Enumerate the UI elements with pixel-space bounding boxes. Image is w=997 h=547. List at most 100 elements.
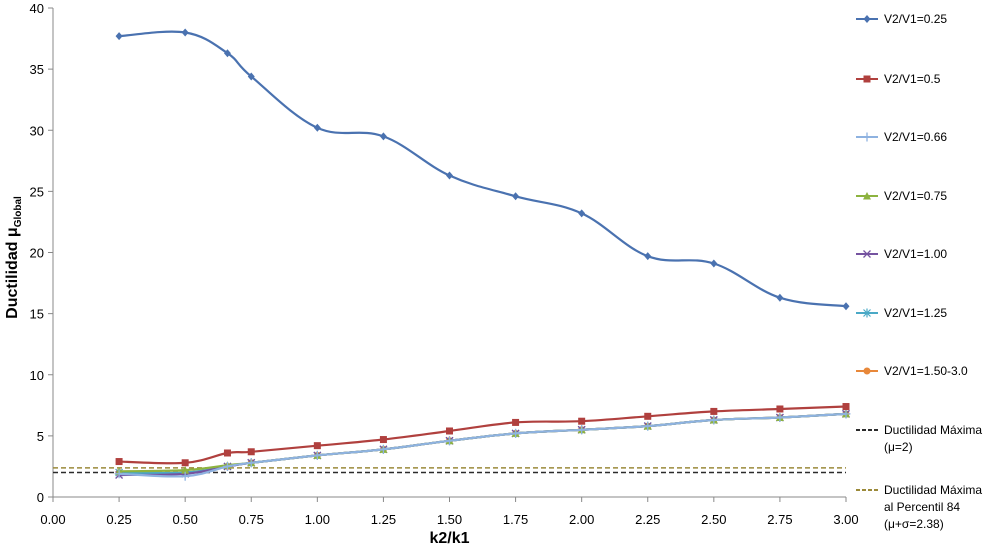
- y-tick-label: 20: [30, 246, 44, 261]
- data-point: [223, 449, 231, 457]
- data-point: [644, 412, 652, 420]
- x-tick-label: 3.00: [833, 512, 858, 527]
- data-point: [776, 293, 784, 302]
- x-tick-label: 0.25: [106, 512, 131, 527]
- legend-item: V2/V1=0.66: [856, 130, 947, 144]
- legend-label: (μ+σ=2.38): [884, 517, 944, 531]
- legend-label: V2/V1=0.66: [884, 130, 947, 144]
- data-point: [379, 436, 387, 444]
- x-tick-label: 2.00: [569, 512, 594, 527]
- data-point: [313, 123, 321, 132]
- x-tick-label: 2.50: [701, 512, 726, 527]
- data-point: [710, 259, 718, 268]
- legend-label: V2/V1=0.25: [884, 12, 947, 26]
- data-point: [181, 459, 189, 467]
- data-point: [775, 413, 785, 423]
- legend-label: V2/V1=0.5: [884, 72, 941, 86]
- x-tick-label: 1.75: [503, 512, 528, 527]
- legend-item: V2/V1=0.25: [856, 12, 947, 26]
- legend-item: V2/V1=0.5: [856, 72, 941, 86]
- y-tick-label: 5: [37, 429, 44, 444]
- y-tick-label: 10: [30, 368, 44, 383]
- data-point: [115, 458, 123, 466]
- legend-marker: [862, 132, 872, 142]
- legend-marker: [863, 250, 871, 258]
- data-point: [710, 407, 718, 415]
- x-tick-label: 0.00: [40, 512, 65, 527]
- y-axis-title-main: Ductilidad μ: [4, 227, 21, 319]
- legend-marker: [863, 15, 871, 23]
- data-point: [511, 428, 521, 438]
- legend-label: (μ=2): [884, 440, 913, 454]
- legend-marker: [863, 75, 871, 83]
- data-point: [378, 444, 388, 454]
- data-point: [446, 171, 453, 180]
- legend-marker: [863, 367, 871, 375]
- y-tick-label: 40: [30, 1, 44, 16]
- legend-item: V2/V1=1.25: [856, 306, 947, 320]
- data-point: [841, 409, 851, 419]
- data-point: [247, 72, 255, 81]
- x-tick-label: 0.50: [173, 512, 198, 527]
- legend: V2/V1=0.25 V2/V1=0.5 V2/V1=0.66 V2/V1=0.75 V…: [856, 12, 982, 531]
- legend-marker: [863, 308, 871, 318]
- y-axis-title: Ductilidad μGlobal: [4, 196, 24, 319]
- legend-label: Ductilidad Máxima: [884, 483, 982, 497]
- data-point: [312, 450, 322, 460]
- y-tick-label: 30: [30, 123, 44, 138]
- x-tick-label: 0.75: [239, 512, 264, 527]
- series-3: [114, 409, 851, 481]
- data-point: [446, 427, 453, 435]
- data-point: [842, 403, 850, 411]
- data-point: [181, 28, 189, 37]
- data-point: [180, 471, 190, 481]
- y-tick-label: 25: [30, 184, 44, 199]
- data-point: [181, 466, 190, 474]
- series-1: [115, 28, 850, 311]
- legend-label: V2/V1=1.00: [884, 247, 947, 261]
- plot-area: 0 5 10 15 20 25 30 35 40 0.00 0.25 0.50 0.75 1.00 1.25…: [4, 1, 859, 547]
- data-point: [114, 469, 124, 479]
- data-point: [776, 405, 784, 413]
- x-tick-label: 1.25: [371, 512, 396, 527]
- legend-item: V2/V1=1.00: [856, 247, 947, 261]
- data-point: [644, 252, 652, 261]
- series-2: [115, 403, 850, 467]
- data-point: [223, 49, 231, 58]
- data-point: [115, 32, 123, 41]
- y-tick-label: 15: [30, 307, 44, 322]
- legend-label: V2/V1=1.25: [884, 306, 947, 320]
- data-point: [577, 425, 587, 435]
- y-axis-title-subscript: Global: [13, 196, 24, 227]
- legend-marker: [863, 192, 871, 200]
- y-tick-label: 0: [37, 490, 44, 505]
- legend-label: Ductilidad Máxima: [884, 423, 982, 437]
- x-tick-label: 2.25: [635, 512, 660, 527]
- legend-item: Ductilidad Máxima al Percentil 84 (μ+σ=2.3…: [856, 483, 982, 531]
- legend-label: al Percentil 84: [884, 500, 960, 514]
- x-axis-title: k2/k1: [429, 530, 469, 547]
- data-point: [222, 461, 232, 471]
- legend-item: V2/V1=1.50-3.0: [856, 364, 968, 378]
- legend-item: V2/V1=0.75: [856, 189, 947, 203]
- y-tick-label: 35: [30, 62, 44, 77]
- data-point: [578, 417, 586, 425]
- data-point: [512, 418, 520, 426]
- legend-label: V2/V1=1.50-3.0: [884, 364, 968, 378]
- legend-label: V2/V1=0.75: [884, 189, 947, 203]
- data-point: [578, 209, 586, 218]
- data-point: [247, 448, 255, 456]
- legend-item: Ductilidad Máxima (μ=2): [856, 423, 982, 454]
- x-tick-label: 1.50: [437, 512, 462, 527]
- data-point: [709, 415, 719, 425]
- series-line: [119, 412, 847, 478]
- series-line: [119, 30, 847, 308]
- data-point: [512, 192, 520, 201]
- data-point: [379, 132, 387, 141]
- data-point: [313, 442, 321, 450]
- data-point: [643, 421, 653, 431]
- x-tick-label: 1.00: [305, 512, 330, 527]
- data-point: [445, 436, 454, 446]
- data-point: [842, 302, 850, 311]
